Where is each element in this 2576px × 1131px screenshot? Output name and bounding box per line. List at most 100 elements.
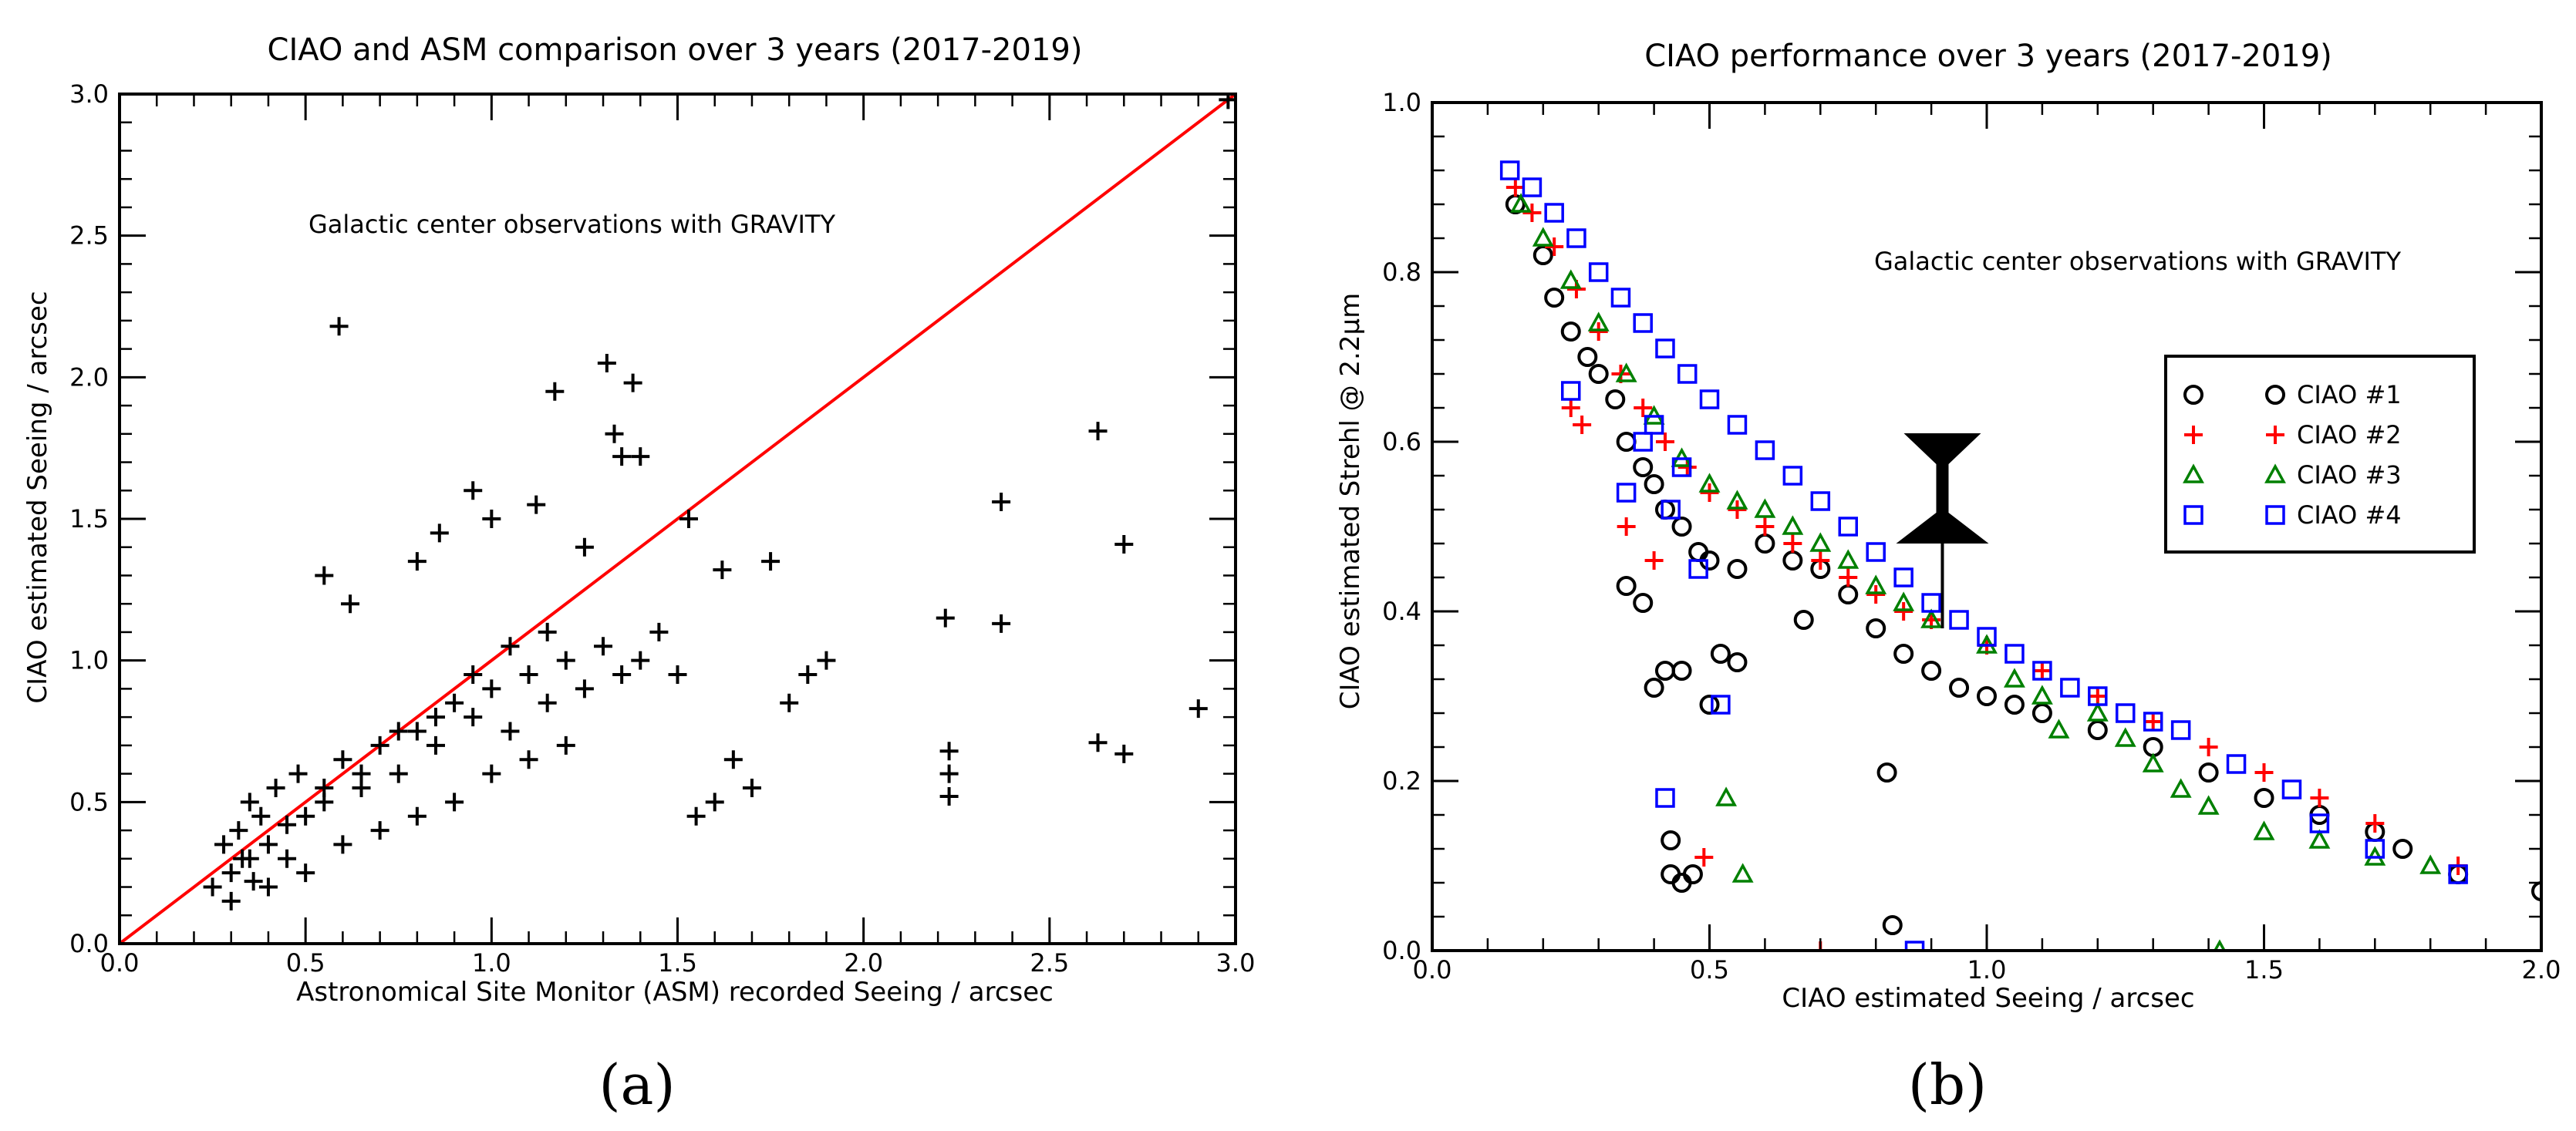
data-point — [2170, 778, 2192, 798]
plot-area — [1499, 160, 2541, 951]
data-point — [1633, 593, 1654, 613]
data-point — [389, 764, 408, 783]
data-point — [1755, 534, 1775, 554]
data-point — [798, 665, 818, 685]
data-point — [2031, 703, 2052, 723]
legend-label: CIAO #3 — [2297, 460, 2402, 490]
data-point — [2448, 864, 2468, 884]
data-point — [594, 637, 613, 656]
legend-box — [2164, 355, 2476, 554]
data-point — [1577, 347, 1598, 367]
data-point — [445, 793, 464, 812]
data-point — [203, 877, 222, 897]
data-point — [1699, 695, 1720, 715]
data-point — [1894, 602, 1913, 621]
data-point — [2281, 779, 2302, 799]
data-point — [389, 722, 408, 741]
data-point — [2087, 720, 2108, 740]
data-point — [1837, 549, 1860, 569]
data-point — [407, 552, 427, 571]
data-point — [1588, 364, 1609, 384]
data-point — [221, 891, 241, 911]
data-point — [315, 778, 334, 797]
data-point — [1615, 362, 1637, 382]
data-point — [1510, 193, 1532, 213]
data-point — [2253, 820, 2275, 840]
data-point — [221, 863, 241, 883]
series-ciao-1 — [1505, 194, 2541, 935]
data-point — [426, 735, 445, 755]
data-point — [1838, 584, 1859, 604]
data-point — [1644, 474, 1664, 494]
legend-label: CIAO #2 — [2297, 420, 2402, 449]
data-point — [278, 849, 297, 868]
data-point — [1904, 941, 1925, 951]
data-point — [612, 447, 632, 466]
data-point — [315, 566, 334, 585]
data-point — [939, 742, 959, 761]
panel-b-xlabel: CIAO estimated Seeing / arcsec — [1782, 983, 2194, 1014]
data-point — [1715, 786, 1738, 806]
data-point — [464, 665, 483, 685]
data-point — [2116, 703, 2136, 723]
panel-b-ylabel: CIAO estimated Strehl @ 2.2μm — [1335, 293, 1366, 710]
data-point — [482, 679, 501, 698]
data-point — [2004, 644, 2025, 664]
data-point — [2032, 661, 2052, 681]
data-point — [1727, 559, 1748, 579]
data-point — [1839, 568, 1858, 587]
data-point — [2199, 738, 2218, 756]
y-tick-label: 3.0 — [69, 79, 109, 109]
data-point — [1633, 432, 1653, 452]
data-point — [1893, 567, 1913, 587]
data-point — [780, 693, 799, 712]
data-point — [1114, 535, 1134, 554]
x-tick-label: 1.5 — [2244, 955, 2284, 985]
data-point — [1088, 422, 1108, 441]
y-tick-label: 2.0 — [69, 362, 109, 392]
data-point — [370, 735, 389, 755]
data-point — [1587, 311, 1610, 332]
data-point — [1838, 517, 1858, 537]
y-tick-label: 0.8 — [1382, 258, 1421, 287]
data-point — [1661, 500, 1681, 520]
data-point — [1921, 593, 1941, 613]
data-point — [605, 424, 624, 443]
x-tick-label: 0.0 — [100, 948, 140, 978]
data-point — [1559, 269, 1582, 289]
data-point — [705, 793, 724, 812]
data-point — [1866, 542, 1886, 562]
data-point — [1088, 733, 1108, 752]
data-point — [1866, 585, 1886, 604]
data-point — [1782, 515, 1804, 535]
y-tick-label: 0.0 — [1382, 936, 1421, 965]
legend-marker — [2265, 385, 2285, 405]
data-point — [2048, 719, 2070, 739]
data-point — [1809, 532, 1832, 552]
data-point — [426, 708, 445, 727]
data-point — [723, 750, 743, 769]
data-point — [266, 778, 285, 797]
data-point — [2310, 789, 2329, 807]
legend-marker — [2183, 505, 2203, 525]
data-point — [1876, 762, 1897, 783]
legend-marker — [2183, 385, 2203, 405]
data-point — [341, 594, 360, 614]
data-point — [1654, 500, 1675, 520]
data-point — [1566, 228, 1586, 248]
data-point — [1522, 177, 1543, 197]
data-point — [2114, 727, 2136, 747]
series-ciao-vs-asm — [203, 94, 1236, 911]
panel-a-title: CIAO and ASM comparison over 3 years (20… — [268, 32, 1083, 68]
data-point — [1865, 574, 1887, 594]
data-point — [1522, 204, 1542, 222]
data-point — [713, 560, 732, 580]
x-tick-label: 2.0 — [2522, 955, 2561, 985]
data-point — [1700, 483, 1719, 502]
data-point — [2142, 752, 2164, 773]
data-point — [1655, 338, 1675, 358]
y-tick-label: 1.0 — [1382, 88, 1421, 117]
error-bar — [1896, 433, 1989, 544]
